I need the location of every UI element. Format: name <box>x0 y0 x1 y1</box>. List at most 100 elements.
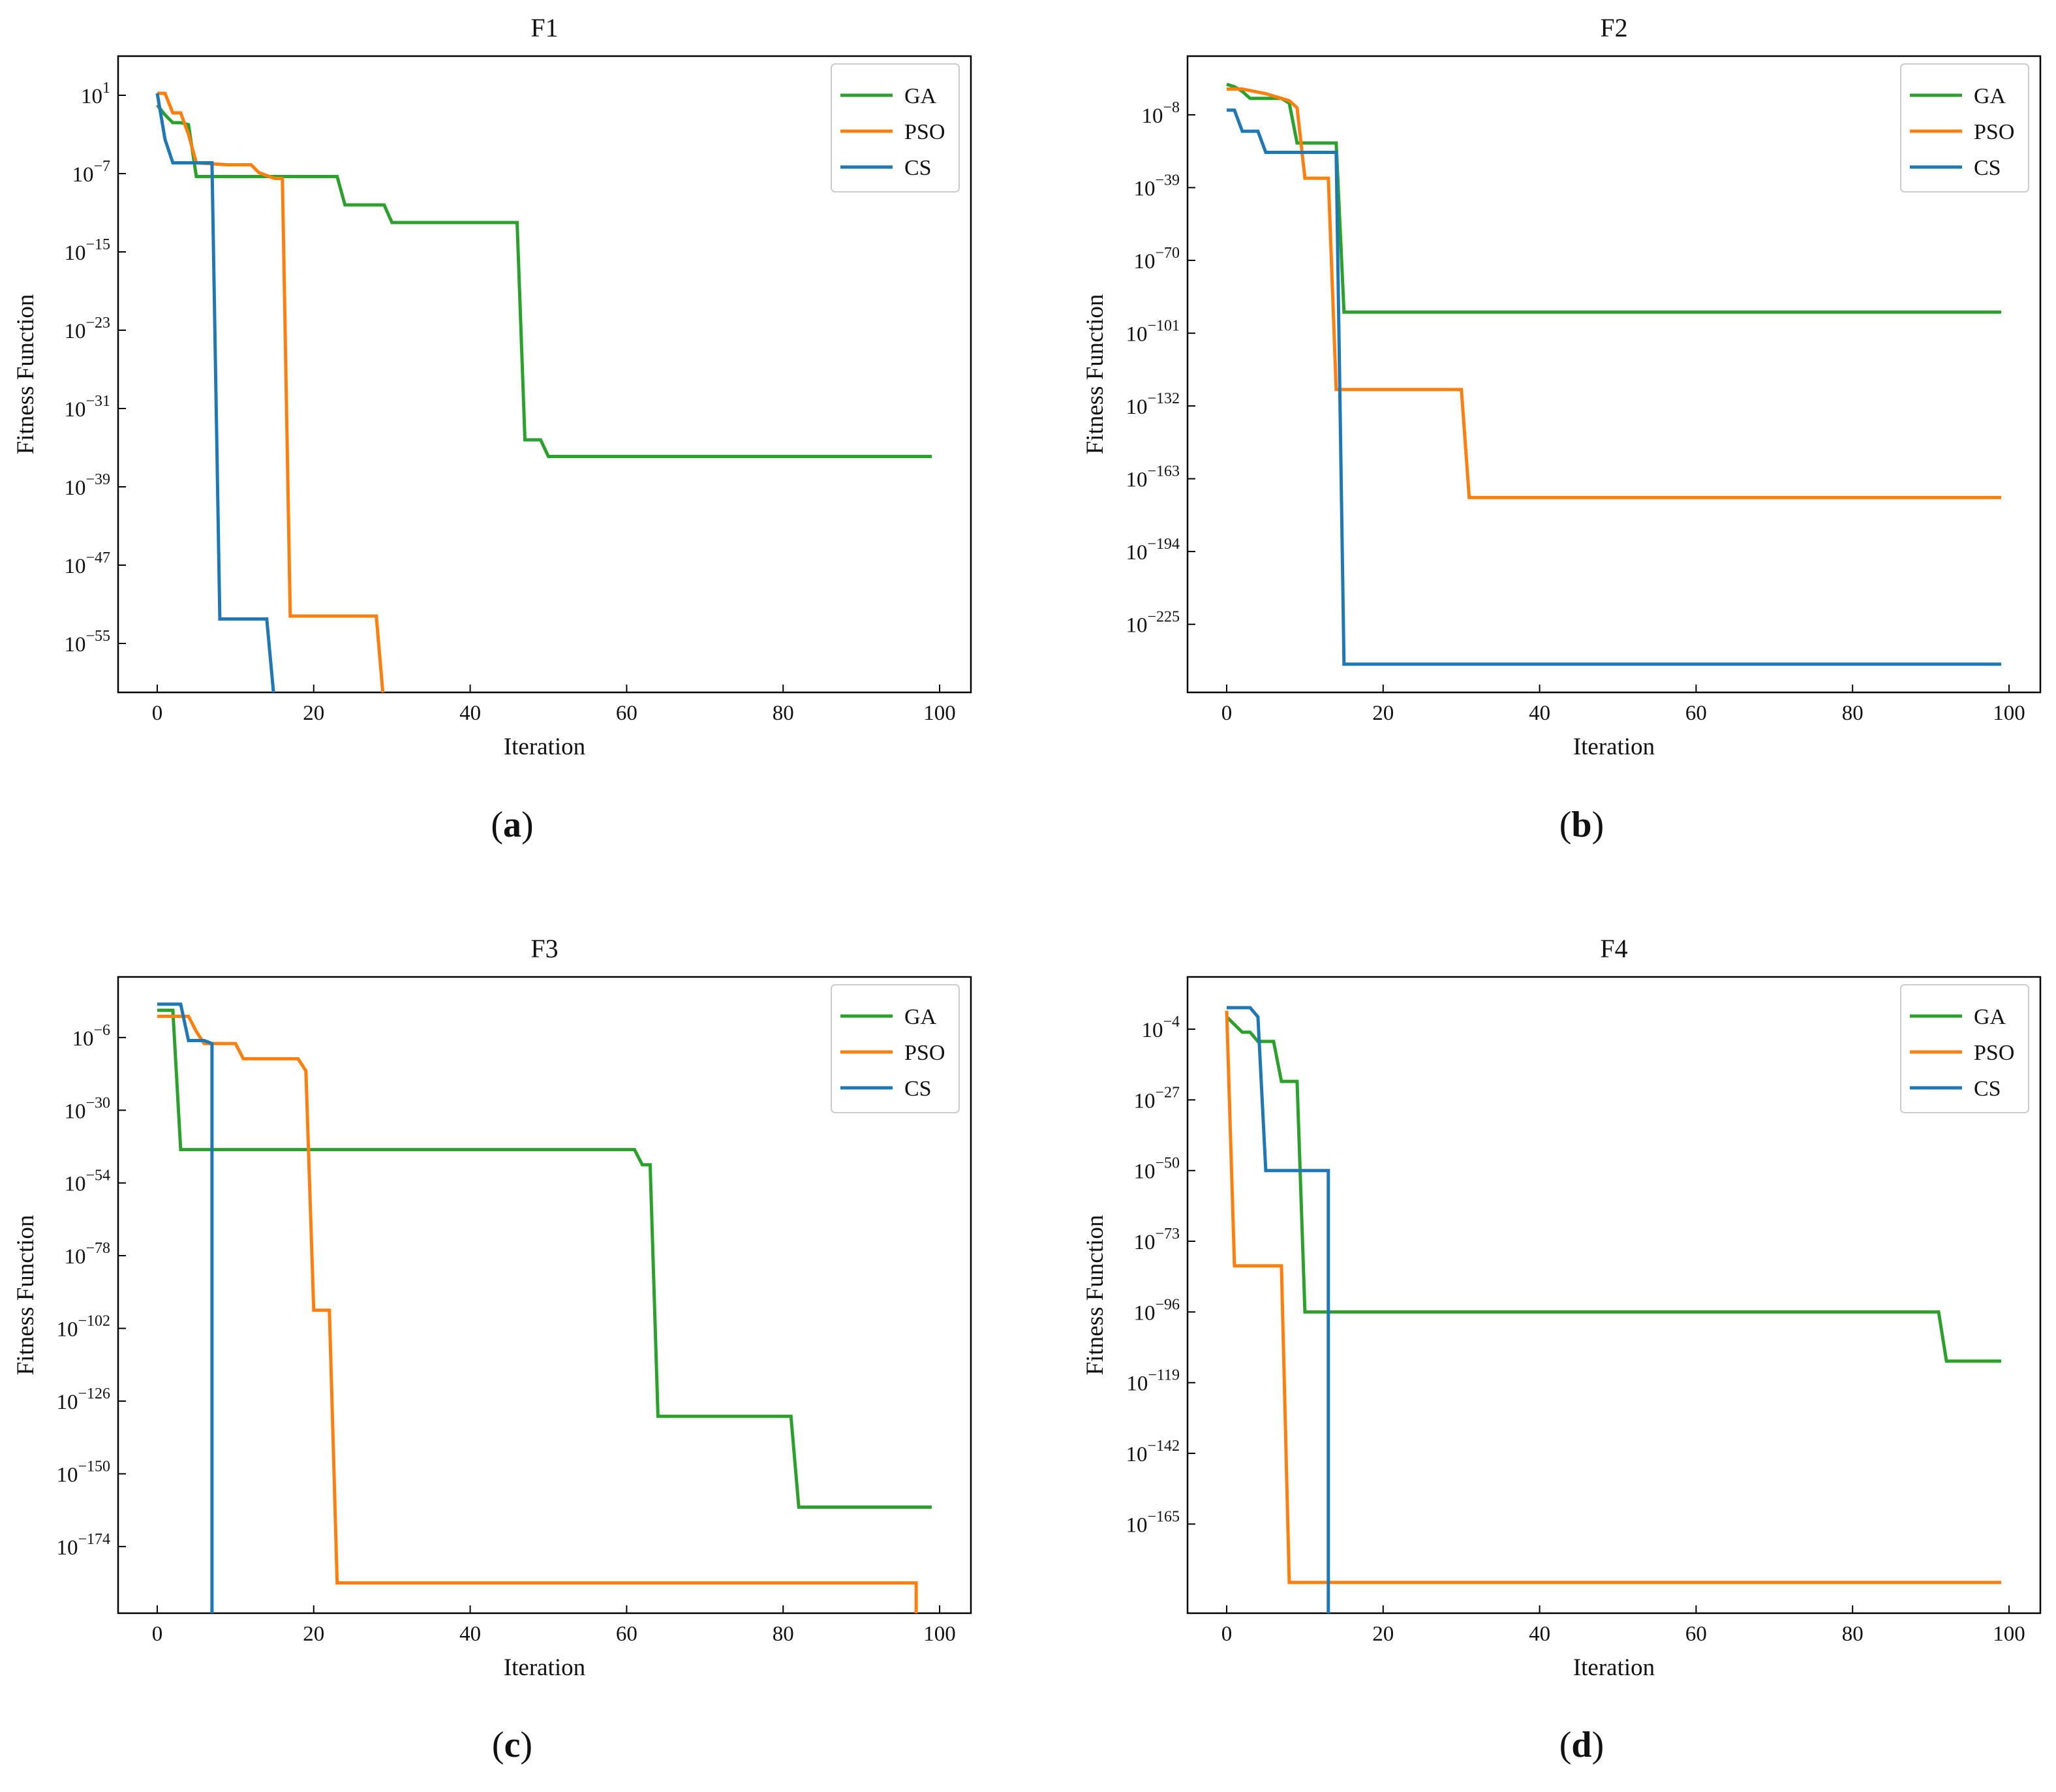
x-tick-label: 80 <box>1842 702 1864 725</box>
x-axis-label: Iteration <box>1573 1654 1655 1681</box>
y-tick-label: 10−119 <box>1126 1367 1180 1396</box>
x-tick-label: 80 <box>773 1622 794 1646</box>
x-tick-label: 20 <box>303 702 324 725</box>
series-line-ga <box>1225 1015 2001 1363</box>
figure-caption: (d) <box>1559 1725 1604 1765</box>
y-tick-label: 10−101 <box>1126 318 1180 347</box>
y-axis-label: Fitness Function <box>1082 294 1109 455</box>
y-tick-label: 10−23 <box>64 315 110 343</box>
x-tick-label: 0 <box>152 702 163 725</box>
y-tick-label: 10−7 <box>72 158 110 187</box>
x-tick-label: 40 <box>459 1622 481 1646</box>
x-axis-label: Iteration <box>504 734 585 760</box>
series-line-pso <box>157 91 385 692</box>
y-tick-label: 10−15 <box>64 236 110 265</box>
y-axis-label: Fitness Function <box>12 1215 39 1376</box>
y-tick-label: 10−27 <box>1133 1084 1180 1113</box>
series-line-cs <box>155 93 275 692</box>
chart-panel-d: F4 0 20 40 60 80 100 Iteration 10−4 10−27 10−50 10−… <box>1082 934 2042 1765</box>
y-tick-label: 10−55 <box>64 628 110 657</box>
y-tick-label: 10−8 <box>1141 99 1180 128</box>
series-line-ga <box>157 1008 932 1509</box>
x-tick-label: 40 <box>1529 1622 1550 1646</box>
x-tick-label: 80 <box>1842 1622 1864 1646</box>
x-axis-label: Iteration <box>1573 734 1655 760</box>
legend: GA PSO CS <box>831 984 960 1113</box>
x-tick-label: 60 <box>616 702 637 725</box>
y-axis-label: Fitness Function <box>1082 1215 1109 1376</box>
y-tick-label: 10−194 <box>1126 536 1180 564</box>
y-tick-label: 10−126 <box>56 1385 110 1414</box>
figure-caption: (a) <box>491 805 533 845</box>
chart-panel-b: F2 0 20 40 60 80 100 Iteration 10−8 10−39 10−70 10−… <box>1082 13 2042 845</box>
series-line-cs <box>1227 108 2001 666</box>
x-tick-label: 60 <box>1685 1622 1707 1646</box>
x-tick-label: 60 <box>616 1622 637 1646</box>
plot-area-frame <box>1186 976 2042 1614</box>
legend-label-pso: PSO <box>1974 1041 2014 1065</box>
plot-area-frame <box>117 55 972 694</box>
x-tick-label: 100 <box>1993 1622 2025 1646</box>
y-tick-label: 10−150 <box>56 1458 110 1487</box>
series-line-pso <box>1227 87 2001 499</box>
y-tick-label: 10−96 <box>1133 1296 1180 1325</box>
y-tick-label: 10−102 <box>56 1313 110 1342</box>
series-line-pso <box>1225 1010 2001 1584</box>
x-tick-label: 20 <box>1372 1622 1394 1646</box>
y-tick-label: 10−39 <box>1133 172 1180 200</box>
chart-panel-a: F1 0 20 40 60 80 100 Iteration 101 10−7 10−15 10−23… <box>12 13 972 845</box>
y-axis-label: Fitness Function <box>12 294 39 455</box>
legend-label-ga: GA <box>1974 1005 2006 1029</box>
x-tick-label: 60 <box>1685 702 1707 725</box>
y-tick-label: 10−165 <box>1126 1508 1180 1537</box>
legend: GA PSO CS <box>831 63 960 193</box>
legend-label-ga: GA <box>904 1005 937 1029</box>
series-lines <box>1225 1006 2001 1613</box>
legend-label-cs: CS <box>904 156 932 180</box>
chart-panel-c: F3 0 20 40 60 80 100 Iteration 10−6 10−30 10−54 10−… <box>12 934 972 1765</box>
series-lines <box>155 91 932 692</box>
y-tick-label: 10−6 <box>72 1022 110 1051</box>
legend-label-pso: PSO <box>904 1041 945 1065</box>
x-tick-label: 80 <box>773 702 794 725</box>
y-tick-label: 10−54 <box>64 1167 110 1196</box>
series-line-ga <box>156 104 932 458</box>
plot-area-frame <box>117 976 972 1614</box>
x-tick-label: 40 <box>459 702 481 725</box>
x-tick-label: 20 <box>303 1622 324 1646</box>
plot-area-frame <box>1186 55 2042 694</box>
series-line-ga <box>1226 82 2001 314</box>
y-tick-label: 10−78 <box>64 1240 110 1269</box>
legend-label-cs: CS <box>1974 156 2001 180</box>
series-line-pso <box>157 1014 918 1613</box>
y-tick-label: 10−31 <box>64 393 110 422</box>
x-tick-label: 100 <box>923 702 956 725</box>
x-tick-label: 0 <box>1221 702 1233 725</box>
y-tick-label: 10−30 <box>64 1094 110 1123</box>
legend-label-ga: GA <box>904 84 937 108</box>
y-tick-label: 10−174 <box>56 1531 110 1560</box>
x-axis-label: Iteration <box>504 1654 585 1681</box>
y-tick-label: 10−47 <box>64 549 110 578</box>
legend-label-ga: GA <box>1974 84 2006 108</box>
series-line-cs <box>1227 1006 1330 1613</box>
series-line-cs <box>157 1002 214 1613</box>
y-tick-label: 10−39 <box>64 471 110 500</box>
y-tick-label: 10−142 <box>1126 1438 1180 1466</box>
x-tick-label: 0 <box>1221 1622 1233 1646</box>
y-tick-label: 10−50 <box>1133 1155 1180 1184</box>
y-tick-label: 10−225 <box>1126 609 1180 638</box>
legend: GA PSO CS <box>1900 984 2029 1113</box>
y-tick-label: 101 <box>81 80 110 108</box>
y-tick-label: 10−73 <box>1133 1226 1180 1254</box>
chart-title: F1 <box>530 13 558 42</box>
chart-title: F2 <box>1600 13 1627 42</box>
series-lines <box>1226 82 2001 666</box>
legend-label-cs: CS <box>1974 1077 2001 1101</box>
y-tick-label: 10−132 <box>1126 390 1180 419</box>
x-tick-label: 40 <box>1529 702 1550 725</box>
y-tick-label: 10−4 <box>1141 1013 1180 1042</box>
series-lines <box>157 1002 932 1613</box>
legend: GA PSO CS <box>1900 63 2029 193</box>
